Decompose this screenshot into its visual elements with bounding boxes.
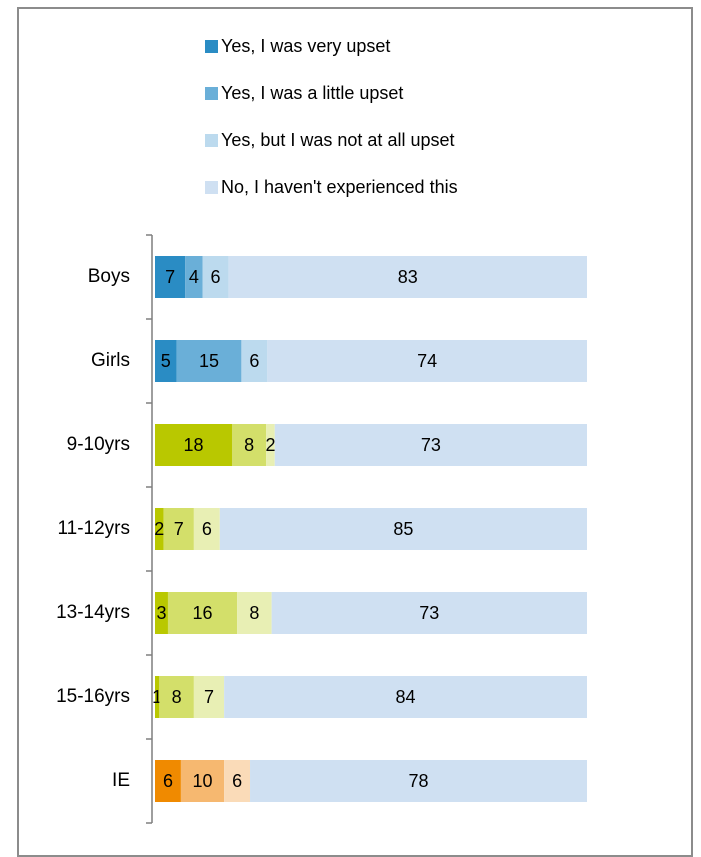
data-label: 16 — [193, 603, 213, 623]
data-label: 7 — [204, 687, 214, 707]
bar-segment — [163, 508, 194, 550]
data-label: 8 — [172, 687, 182, 707]
category-label: 9-10yrs — [67, 434, 130, 455]
legend-label-3: Yes, but I was not at all upset — [221, 130, 454, 150]
bar-segment — [231, 424, 267, 466]
legend-swatch-1 — [205, 40, 218, 53]
bar-segment — [250, 760, 588, 802]
data-label: 7 — [165, 267, 175, 287]
category-axis — [146, 234, 153, 824]
data-label: 1 — [152, 687, 162, 707]
bar-segment — [180, 760, 225, 802]
bar-segment — [193, 676, 225, 718]
legend-swatch-3 — [205, 134, 218, 147]
bar-segment — [193, 508, 220, 550]
bar-segment — [266, 424, 275, 466]
legend-label-1: Yes, I was very upset — [221, 36, 390, 56]
bar-segment — [228, 256, 587, 298]
bar-segment — [241, 340, 268, 382]
legend-label-2: Yes, I was a little upset — [221, 83, 403, 103]
data-label: 2 — [265, 435, 275, 455]
category-label: 11-12yrs — [57, 518, 130, 539]
bar-segment — [202, 256, 229, 298]
bar-segment — [155, 760, 181, 802]
bar-segment — [155, 508, 164, 550]
bar-segment — [155, 424, 232, 466]
bar-segment — [271, 592, 587, 634]
data-label: 2 — [154, 519, 164, 539]
legend-swatch-4 — [205, 181, 218, 194]
data-label: 8 — [249, 603, 259, 623]
data-label: 3 — [156, 603, 166, 623]
category-label: IE — [112, 770, 130, 791]
data-label: 84 — [396, 687, 416, 707]
legend: Yes, I was very upset Yes, I was a little… — [205, 36, 458, 197]
data-label: 15 — [199, 351, 219, 371]
bar-segment — [267, 340, 587, 382]
bar-segment — [155, 340, 177, 382]
data-label: 6 — [163, 771, 173, 791]
data-label: 6 — [232, 771, 242, 791]
data-label: 74 — [417, 351, 437, 371]
data-label: 4 — [189, 267, 199, 287]
bar-segment — [155, 256, 186, 298]
bar-segment — [185, 256, 203, 298]
data-label: 5 — [161, 351, 171, 371]
category-label: 15-16yrs — [56, 686, 130, 707]
legend-swatch-2 — [205, 87, 218, 100]
data-label: 73 — [421, 435, 441, 455]
category-label: 13-14yrs — [56, 602, 130, 623]
bar-segment — [224, 760, 251, 802]
bar-segment — [274, 424, 587, 466]
bar-segment — [224, 676, 587, 718]
bar-segment — [237, 592, 272, 634]
data-label: 6 — [210, 267, 220, 287]
data-label: 10 — [193, 771, 213, 791]
data-label: 73 — [419, 603, 439, 623]
legend-label-4: No, I haven't experienced this — [221, 177, 458, 197]
data-label: 18 — [183, 435, 203, 455]
bar-segment — [219, 508, 588, 550]
data-label: 6 — [249, 351, 259, 371]
bar-segment — [155, 592, 168, 634]
data-label: 8 — [244, 435, 254, 455]
bar-segment — [159, 676, 194, 718]
category-label: Boys — [88, 266, 130, 287]
bar-segment — [167, 592, 238, 634]
data-label: 78 — [409, 771, 429, 791]
category-label: Girls — [91, 350, 130, 371]
bar-segment — [155, 676, 160, 718]
bar-segment — [176, 340, 242, 382]
data-label: 85 — [393, 519, 413, 539]
data-label: 83 — [398, 267, 418, 287]
data-label: 6 — [202, 519, 212, 539]
data-label: 7 — [174, 519, 184, 539]
